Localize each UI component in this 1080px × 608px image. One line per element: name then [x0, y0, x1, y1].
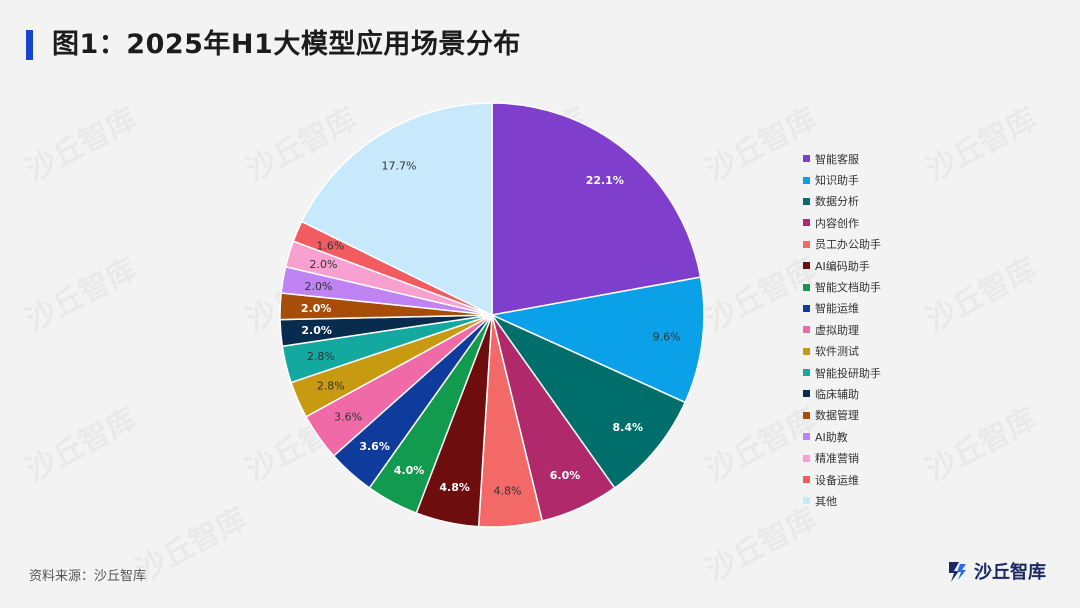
chart-legend: 智能客服知识助手数据分析内容创作员工办公助手 AI编码助手 智能文档助手 智能运维虚拟…: [803, 148, 881, 512]
slice-label: 2.0%: [301, 302, 332, 315]
legend-swatch: [803, 497, 810, 505]
logo-text: 沙丘智库: [974, 562, 1046, 583]
legend-label: 数据分析: [815, 195, 859, 209]
page-title: 图1：2025年H1大模型应用场景分布: [52, 29, 521, 60]
legend-item: 员工办公助手: [803, 234, 881, 255]
pie-slice: [491, 102, 702, 316]
slice-label: 9.6%: [653, 331, 681, 344]
slice-label: 4.8%: [494, 484, 522, 497]
legend-swatch: [803, 262, 810, 270]
legend-swatch: [803, 176, 810, 184]
legend-item: 数据管理: [803, 405, 881, 426]
slice-label: 4.0%: [394, 464, 425, 477]
legend-item: 数据分析: [803, 191, 881, 212]
slice-label: 1.6%: [316, 239, 344, 252]
legend-item: 软件测试: [803, 341, 881, 362]
legend-swatch: [803, 240, 810, 248]
legend-label: 精准营销: [815, 452, 859, 466]
slice-label: 2.0%: [301, 324, 332, 337]
legend-label: 软件测试: [815, 345, 859, 359]
legend-swatch: [803, 454, 810, 462]
legend-label: 智能运维: [815, 302, 859, 316]
slice-label: 2.8%: [307, 350, 335, 363]
slice-label: 3.6%: [334, 410, 362, 423]
slice-label: 2.0%: [310, 258, 338, 271]
legend-swatch: [803, 369, 810, 377]
pie-slice: [489, 276, 705, 404]
legend-label: 智能投研助手: [815, 366, 881, 380]
legend-label: 数据管理: [815, 409, 859, 423]
legend-item: 智能运维: [803, 298, 881, 319]
source-note: 资料来源：沙丘智库: [29, 569, 147, 584]
legend-swatch: [803, 283, 810, 291]
legend-label: AI助教: [815, 430, 848, 444]
slice-label: 3.6%: [359, 440, 390, 453]
legend-swatch: [803, 411, 810, 419]
slice-label: 6.0%: [550, 469, 581, 482]
legend-swatch: [803, 304, 810, 312]
brand-logo: 沙丘智库: [945, 558, 1046, 584]
legend-item: 智能文档助手: [803, 276, 881, 297]
slice-label: 4.8%: [439, 481, 470, 494]
legend-label: 虚拟助理: [815, 323, 859, 337]
legend-label: 智能文档助手: [815, 281, 881, 295]
legend-item: 智能投研助手: [803, 362, 881, 383]
legend-swatch: [803, 433, 810, 441]
legend-item: 其他: [803, 490, 881, 511]
legend-swatch: [803, 197, 810, 205]
legend-label: 智能客服: [815, 152, 859, 166]
legend-swatch: [803, 347, 810, 355]
legend-item: 精准营销: [803, 447, 881, 468]
legend-item: 虚拟助理: [803, 319, 881, 340]
pie-slice: [300, 102, 493, 317]
legend-swatch: [803, 476, 810, 484]
legend-item: 内容创作: [803, 212, 881, 233]
legend-swatch: [803, 219, 810, 227]
slice-label: 17.7%: [381, 160, 416, 173]
legend-item: 设备运维: [803, 469, 881, 490]
legend-label: 员工办公助手: [815, 238, 881, 252]
legend-label: 内容创作: [815, 216, 859, 230]
title-accent-bar: [26, 30, 33, 60]
legend-swatch: [803, 155, 810, 163]
slice-label: 8.4%: [613, 421, 644, 434]
legend-label: 设备运维: [815, 473, 859, 487]
slice-label: 2.0%: [305, 280, 333, 293]
legend-item: 临床辅助: [803, 383, 881, 404]
legend-swatch: [803, 326, 810, 334]
legend-item: 知识助手: [803, 169, 881, 190]
legend-item: 智能客服: [803, 148, 881, 169]
legend-label: 知识助手: [815, 174, 859, 188]
legend-label: AI编码助手: [815, 259, 870, 273]
legend-label: 其他: [815, 494, 837, 508]
logo-icon: [949, 562, 966, 582]
pie-slice: [489, 313, 687, 489]
legend-label: 临床辅助: [815, 387, 859, 401]
legend-swatch: [803, 390, 810, 398]
slice-label: 2.8%: [317, 380, 345, 393]
legend-item: AI编码助手: [803, 255, 881, 276]
legend-item: AI助教: [803, 426, 881, 447]
slice-label: 22.1%: [586, 174, 624, 187]
